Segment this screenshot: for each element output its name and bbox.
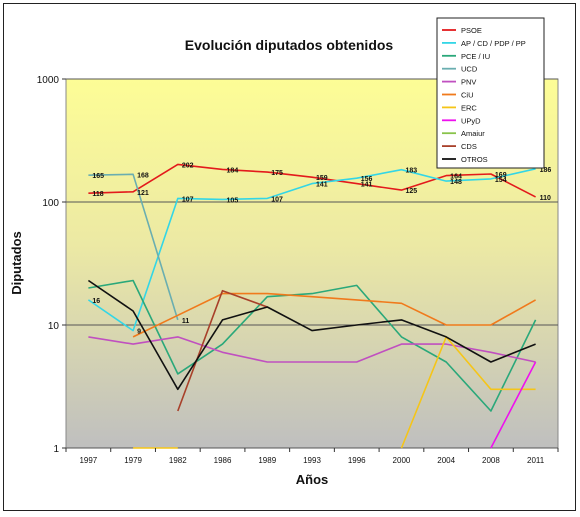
series-line-psoe [88,163,536,198]
series-line-upyd [490,361,537,449]
legend-item-upyd: UPyD [442,116,481,125]
series-line-otros [87,279,536,391]
data-label-ap-cd-pdp-pp: 9 [137,329,141,336]
legend-item-ap-cd-pdp-pp: AP / CD / PDP / PP [442,39,526,48]
series-line-pce-iu [88,279,537,412]
series-cds [177,289,268,412]
series-layer [87,163,537,449]
series-otros [87,279,536,391]
series-ucd [88,173,179,321]
data-label-psoe: 184 [227,167,239,174]
data-label-ap-cd-pdp-pp: 183 [405,168,417,175]
data-label-ap-cd-pdp-pp: 107 [182,196,194,203]
series-line-ap-cd-pdp-pp [87,168,536,332]
data-label-psoe: 118 [92,191,103,198]
legend-item-erc: ERC [442,103,477,112]
legend-label-erc: ERC [461,103,477,112]
data-label-ap-cd-pdp-pp: 154 [495,177,507,184]
data-label-ucd: 168 [137,172,149,179]
data-label-psoe: 121 [137,190,149,197]
series-line-ucd [88,173,179,321]
legend-item-pce-iu: PCE / IU [442,52,490,61]
legend-item-ucd: UCD [442,65,478,74]
x-tick-label: 1989 [258,456,276,465]
legend-label-amaiur: Amaiur [461,129,485,138]
series-ap-cd-pdp-pp [87,168,536,332]
legend-label-pce-iu: PCE / IU [461,52,490,61]
data-label-psoe: 159 [316,175,328,182]
legend-label-cds: CDS [461,142,477,151]
data-label-ucd: 165 [92,173,104,180]
data-label-ap-cd-pdp-pp: 141 [316,182,328,189]
legend-item-ciu: CiU [442,91,474,100]
x-tick-label: 1982 [169,456,187,465]
data-label-psoe: 175 [271,170,283,177]
legend-label-psoe: PSOE [461,26,482,35]
data-label-ap-cd-pdp-pp: 16 [92,298,100,305]
x-tick-label: 2011 [527,456,545,465]
data-label-ap-cd-pdp-pp: 148 [450,179,462,186]
y-tick-label: 1 [53,444,59,455]
data-label-psoe: 141 [361,182,373,189]
x-tick-label: 1986 [214,456,232,465]
series-pce-iu [88,279,537,412]
x-tick-label: 1996 [348,456,366,465]
x-tick-label: 1997 [79,456,97,465]
legend-item-otros: OTROS [442,155,488,164]
series-pnv [88,336,536,363]
data-label-ap-cd-pdp-pp: 186 [540,167,552,174]
series-upyd [490,361,537,449]
x-tick-label: 2008 [482,456,500,465]
data-label-psoe: 125 [405,188,417,195]
data-label-ucd: 11 [182,318,190,325]
data-label-ap-cd-pdp-pp: 105 [227,197,239,204]
x-tick-label: 2000 [393,456,411,465]
legend-label-ciu: CiU [461,91,474,100]
y-tick-label: 1000 [37,75,60,86]
y-tick-label: 10 [48,321,60,332]
legend-label-upyd: UPyD [461,116,481,125]
data-label-ap-cd-pdp-pp: 107 [271,196,283,203]
legend: PSOE AP / CD / PDP / PP PCE / IU UCD PNV CiU E… [436,17,545,169]
legend-item-pnv: PNV [442,78,476,87]
series-line-pnv [88,336,536,363]
series-psoe [88,163,536,198]
legend-label-otros: OTROS [461,155,488,164]
legend-item-psoe: PSOE [442,26,482,35]
series-line-ciu [132,292,536,338]
x-tick-label: 1993 [303,456,321,465]
series-ciu [132,292,536,338]
legend-item-amaiur: Amaiur [442,129,485,138]
x-axis-title: Años [296,472,329,487]
data-label-ap-cd-pdp-pp: 156 [361,176,373,183]
legend-label-ucd: UCD [461,65,478,74]
data-label-psoe: 202 [182,162,194,169]
series-line-cds [177,289,268,412]
legend-item-cds: CDS [442,142,477,151]
x-tick-label: 2004 [437,456,455,465]
y-axis-title: Diputados [9,231,24,295]
series-line-erc [400,336,536,449]
x-tick-label: 1979 [124,456,142,465]
data-label-psoe: 169 [495,172,507,179]
y-tick-label: 100 [42,198,59,209]
legend-label-ap-cd-pdp-pp: AP / CD / PDP / PP [461,39,526,48]
legend-label-pnv: PNV [461,78,476,87]
data-label-psoe: 164 [450,174,462,181]
chart-title: Evolución diputados obtenidos [185,37,394,53]
chart-frame: 118 121 202 184 175 159 141 125 164 169 110 16 9 107 1… [3,3,576,511]
data-label-psoe: 110 [540,195,551,202]
